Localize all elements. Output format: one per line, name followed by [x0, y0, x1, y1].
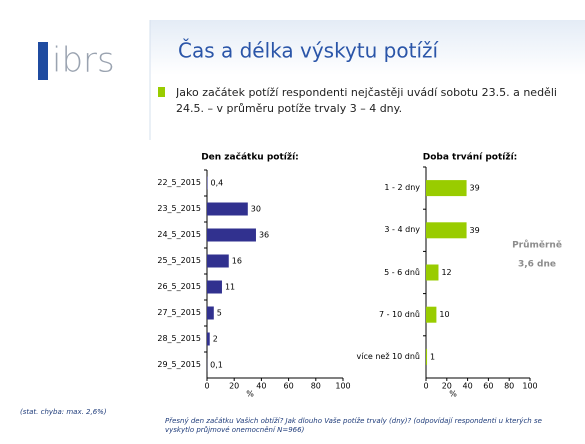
y-tick-label: 7 - 10 dnů: [378, 309, 420, 319]
y-tick-label: 24_5_2015: [157, 230, 201, 239]
value-label: 39: [470, 226, 480, 235]
value-label: 30: [251, 205, 261, 214]
bullet-text: Jako začátek potíží respondenti nejčastě…: [176, 86, 557, 115]
category-box: 23_5_2015: [157, 204, 201, 213]
category-box: 29_5_2015: [157, 360, 201, 369]
category-box: 3 - 4 dny: [384, 225, 420, 235]
category-box: 24_5_2015: [157, 230, 201, 239]
chart-title: Den začátku potíží:: [201, 152, 299, 163]
title-band: [150, 20, 585, 75]
value-label: 2: [213, 335, 218, 344]
value-label: 11: [225, 283, 235, 292]
x-tick-label: 20: [229, 382, 239, 391]
value-label: 0,1: [210, 361, 223, 370]
x-tick-label: 20: [442, 382, 452, 391]
category-box: 7 - 10 dnů: [378, 309, 420, 319]
x-tick-label: 60: [483, 382, 493, 391]
x-tick-label: 60: [284, 382, 294, 391]
value-label: 10: [439, 310, 449, 319]
category-box: 5 - 6 dnů: [384, 267, 420, 277]
value-label: 0,4: [211, 179, 224, 188]
annotation: 3,6 dne: [518, 260, 556, 270]
x-tick-label: 40: [256, 382, 266, 391]
y-tick-label: 25_5_2015: [157, 256, 201, 265]
y-tick-label: 23_5_2015: [157, 204, 201, 213]
logo-bar: [38, 42, 48, 80]
bar: [207, 228, 256, 242]
bar: [426, 348, 428, 365]
x-tick-label: 80: [504, 382, 514, 391]
footnote-box: Přesný den začátku Vašich obtíží? Jak dl…: [165, 417, 542, 434]
x-tick-label: 80: [311, 382, 321, 391]
y-tick-label: 27_5_2015: [157, 308, 201, 317]
value-label: 1: [430, 352, 435, 361]
bar: [426, 222, 467, 239]
x-tick-label: 0: [423, 382, 428, 391]
category-box: více než 10 dnů: [356, 351, 421, 361]
bar: [207, 306, 214, 320]
x-tick-label: 100: [522, 382, 537, 391]
y-tick-label: 29_5_2015: [157, 360, 201, 369]
category-box: 28_5_2015: [157, 334, 201, 343]
bar: [207, 332, 210, 346]
value-label: 12: [441, 268, 451, 277]
x-tick-label: 0: [204, 382, 209, 391]
y-tick-label: více než 10 dnů: [356, 351, 421, 361]
value-label: 39: [470, 184, 480, 193]
value-label: 5: [217, 309, 222, 318]
y-tick-label: 1 - 2 dny: [384, 183, 420, 193]
bullet-box: Jako začátek potíží respondenti nejčastě…: [176, 86, 557, 115]
category-box: 26_5_2015: [157, 282, 201, 291]
bar: [426, 180, 467, 197]
chart-title: Doba trvání potíží:: [423, 153, 518, 163]
logo: ibrs: [52, 41, 115, 81]
bar: [426, 306, 437, 323]
category-box: 25_5_2015: [157, 256, 201, 265]
y-tick-label: 5 - 6 dnů: [384, 267, 420, 277]
bullet-mark: [158, 87, 165, 97]
category-box: 22_5_2015: [157, 178, 201, 187]
y-tick-label: 28_5_2015: [157, 334, 201, 343]
category-box: 1 - 2 dny: [384, 183, 420, 193]
category-box: 27_5_2015: [157, 308, 201, 317]
y-tick-label: 22_5_2015: [157, 178, 201, 187]
slide-title: Čas a délka výskytu potíží: [178, 39, 440, 63]
x-tick-label: 100: [335, 382, 350, 391]
footnote: Přesný den začátku Vašich obtíží? Jak dl…: [165, 417, 542, 434]
bar: [426, 264, 439, 281]
annotation: Průměrně: [512, 240, 562, 251]
x-axis-label: %: [449, 390, 457, 399]
y-tick-label: 3 - 4 dny: [384, 225, 420, 235]
y-tick-label: 26_5_2015: [157, 282, 201, 291]
bar: [207, 176, 208, 190]
bar: [207, 202, 248, 216]
bar: [207, 280, 222, 294]
bar: [207, 254, 229, 268]
x-axis-label: %: [246, 390, 254, 399]
error-note: (stat. chyba: max. 2,6%): [20, 408, 107, 416]
value-label: 16: [232, 257, 242, 266]
x-tick-label: 40: [463, 382, 473, 391]
value-label: 36: [259, 231, 269, 240]
